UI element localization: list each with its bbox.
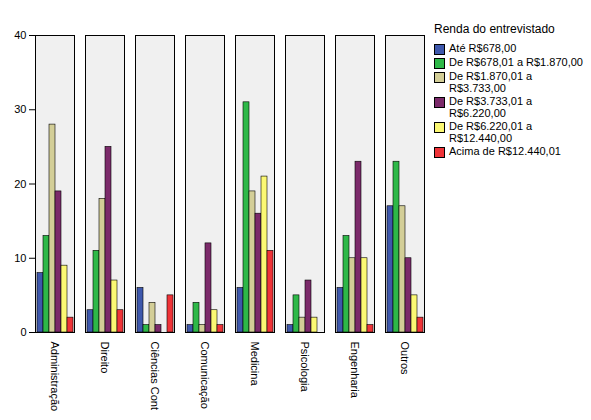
html-text:Até R$678,00: Até R$678,00	[449, 42, 517, 54]
svg-text:Medicina: Medicina	[249, 342, 261, 387]
svg-text:Outros: Outros	[399, 342, 411, 376]
html-text:Renda do entrevistado: Renda do entrevistado	[434, 22, 555, 36]
svg-text:Psicologia: Psicologia	[299, 342, 311, 393]
html-text:Acima de R$12.440,01: Acima de R$12.440,01	[449, 145, 561, 157]
svg-text:0: 0	[20, 326, 26, 338]
svg-text:Direito: Direito	[99, 342, 111, 374]
svg-text:Comunicação: Comunicação	[199, 342, 211, 409]
svg-text:Administração: Administração	[49, 342, 61, 412]
svg-text:Ciências Cont: Ciências Cont	[149, 342, 161, 410]
svg-text:10: 10	[14, 252, 26, 264]
html-text:De R$678,01 a R$1.870,00: De R$678,01 a R$1.870,00	[449, 56, 583, 68]
html-text:De R$6.220,01 a R$12.440,00: De R$6.220,01 a R$12.440,00	[449, 120, 533, 144]
svg-text:30: 30	[14, 103, 26, 115]
svg-text:20: 20	[14, 178, 26, 190]
svg-text:Engenharia: Engenharia	[349, 342, 361, 399]
html-text:De R$3.733,01 a R$6.220,00: De R$3.733,01 a R$6.220,00	[449, 95, 533, 119]
svg-text:40: 40	[14, 29, 26, 41]
html-text:De R$1.870,01 a R$3.733,00: De R$1.870,01 a R$3.733,00	[449, 70, 533, 94]
